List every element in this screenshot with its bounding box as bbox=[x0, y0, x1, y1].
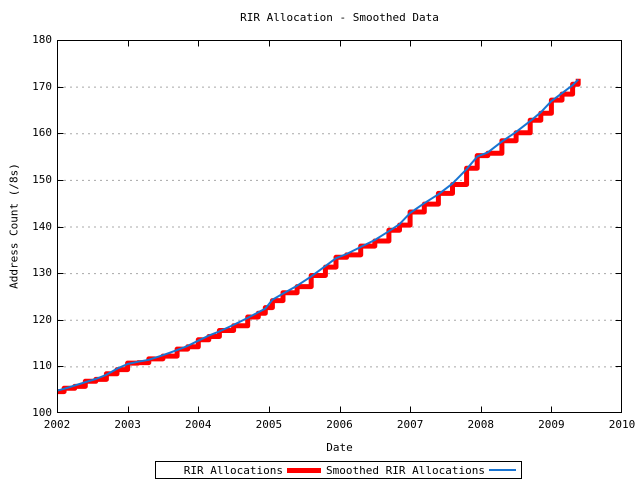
x-tick-label: 2002 bbox=[43, 418, 71, 431]
y-tick-label: 160 bbox=[32, 126, 52, 140]
y-tick-label: 130 bbox=[32, 266, 52, 280]
legend-label-raw: RIR Allocations bbox=[183, 463, 284, 477]
y-tick-label: 180 bbox=[32, 33, 52, 46]
x-tick-label: 2007 bbox=[396, 418, 424, 431]
x-tick-label: 2004 bbox=[185, 418, 212, 431]
chart-title: RIR Allocation - Smoothed Data bbox=[240, 11, 439, 24]
x-axis-title: Date bbox=[326, 441, 353, 454]
y-tick-label: 120 bbox=[32, 312, 52, 326]
plot-canvas bbox=[57, 40, 622, 413]
legend: RIR Allocations Smoothed RIR Allocations bbox=[155, 461, 522, 479]
x-tick-label: 2006 bbox=[326, 418, 353, 431]
x-tick-label: 2009 bbox=[538, 418, 565, 431]
legend-label-smoothed: Smoothed RIR Allocations bbox=[326, 463, 485, 477]
x-tick-label: 2005 bbox=[255, 418, 283, 431]
y-tick-label: 150 bbox=[32, 172, 52, 186]
legend-swatch-raw-line bbox=[287, 467, 322, 473]
legend-swatch-smoothed-line bbox=[489, 469, 516, 471]
legend-item-smoothed: Smoothed RIR Allocations bbox=[326, 464, 516, 477]
x-tick-label: 2008 bbox=[467, 418, 495, 431]
x-tick-label: 2003 bbox=[114, 418, 141, 431]
x-tick-label: 2010 bbox=[608, 418, 636, 431]
y-tick-label: 170 bbox=[32, 79, 52, 93]
plot-area bbox=[57, 40, 622, 413]
y-tick-label: 110 bbox=[32, 359, 52, 373]
legend-item-raw: RIR Allocations bbox=[183, 463, 322, 477]
y-tick-label: 100 bbox=[32, 406, 52, 419]
y-tick-label: 140 bbox=[32, 219, 52, 233]
